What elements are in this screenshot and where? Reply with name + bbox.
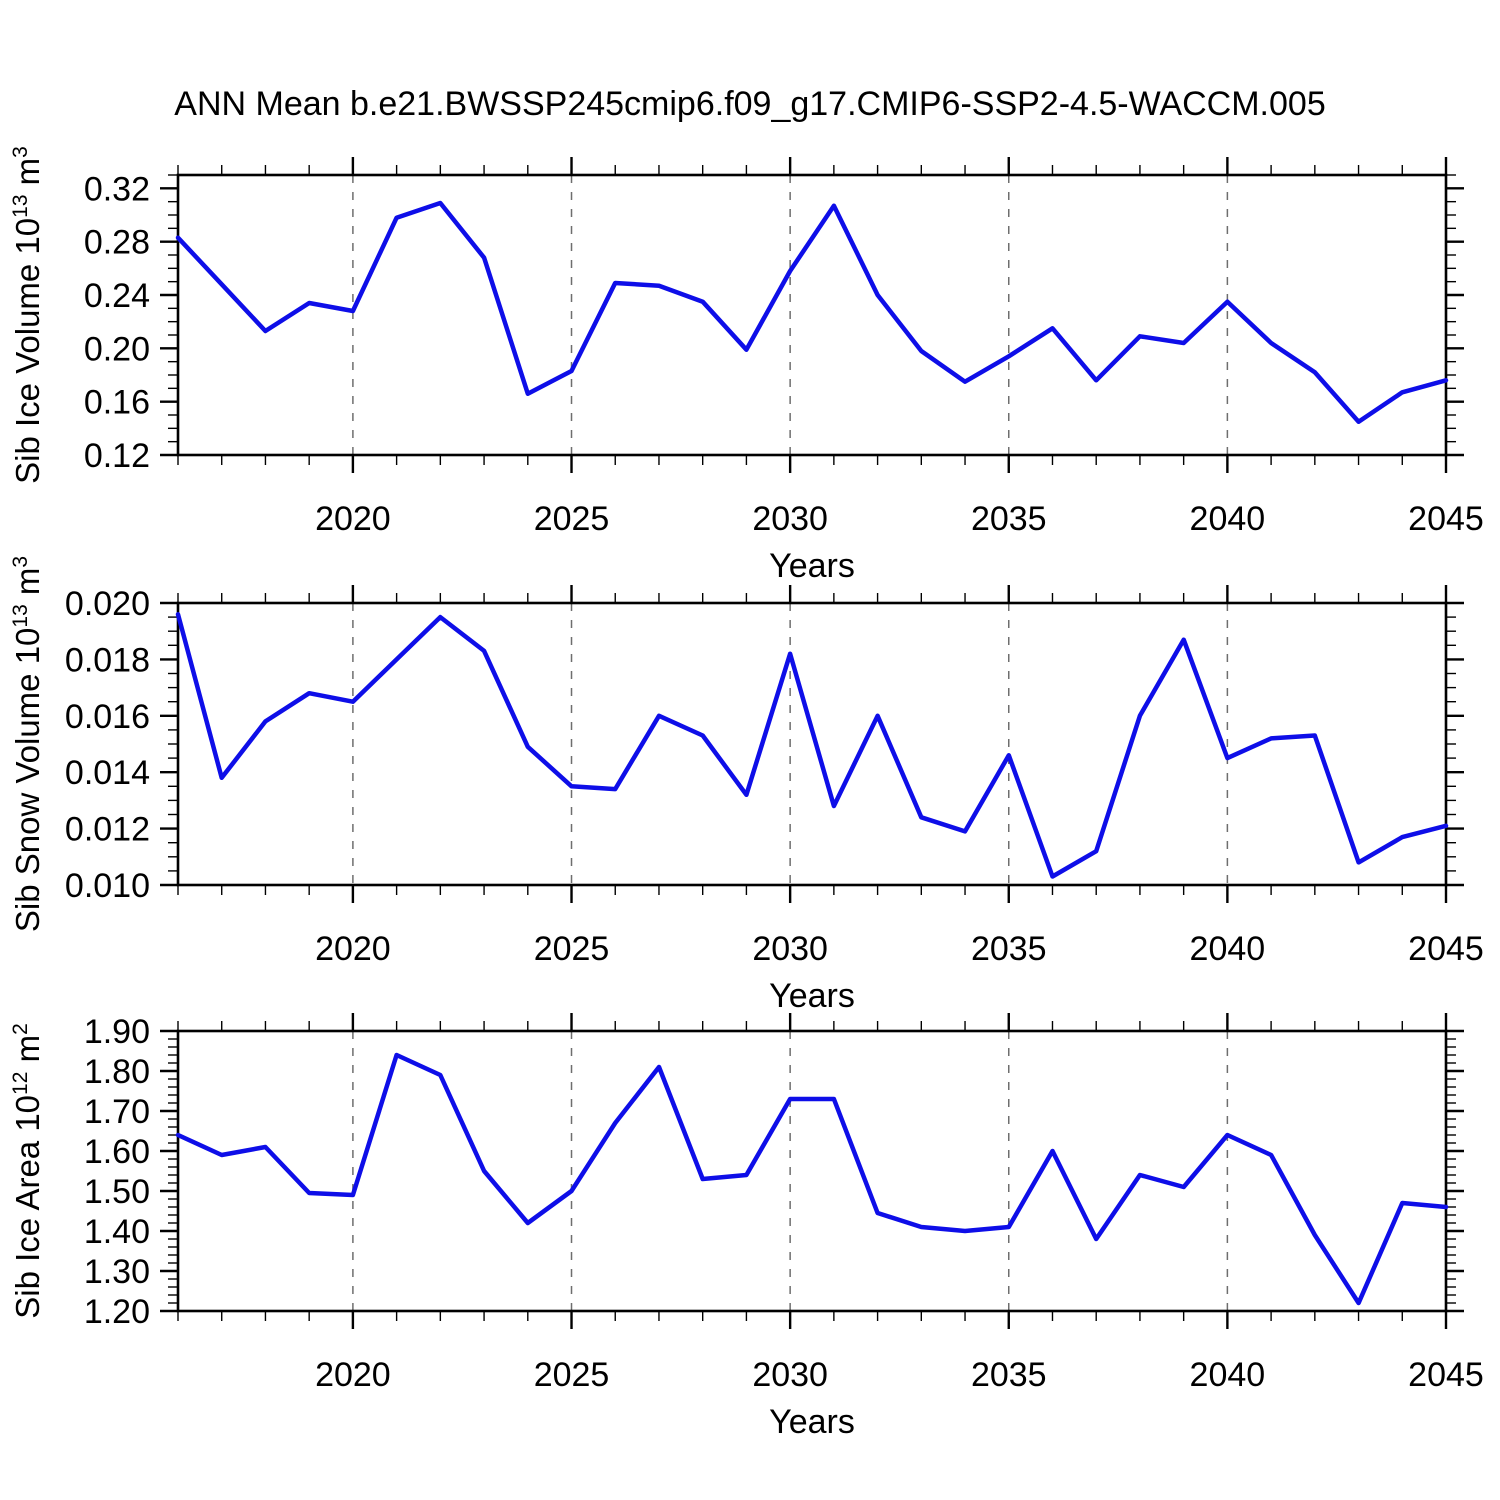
x-tick-label: 2045 <box>1408 930 1484 968</box>
x-tick-label: 2025 <box>534 1356 610 1394</box>
x-tick-label: 2030 <box>752 930 828 968</box>
x-axis-title: Years <box>769 977 855 1015</box>
x-tick-label: 2035 <box>971 1356 1047 1394</box>
y-tick-label: 0.010 <box>65 867 150 905</box>
x-tick-label: 2030 <box>752 500 828 538</box>
y-tick-label: 1.60 <box>84 1133 150 1171</box>
series-line-sib-snow-volume <box>175 612 1449 879</box>
y-tick-label: 0.24 <box>84 277 150 315</box>
y-axis-title-sib-snow-volume: Sib Snow Volume 1013 m3 <box>9 555 46 933</box>
x-tick-label: 2040 <box>1190 930 1266 968</box>
y-tick-label: 1.80 <box>84 1053 150 1091</box>
y-tick-label: 0.018 <box>65 641 150 679</box>
series-line-sib-ice-area <box>175 1052 1449 1306</box>
y-axis-title-sib-ice-area: Sib Ice Area 1012 m2 <box>9 1023 46 1319</box>
y-tick-label: 0.20 <box>84 330 150 368</box>
y-tick-label: 0.016 <box>65 698 150 736</box>
y-tick-label: 0.16 <box>84 384 150 422</box>
x-axis-title: Years <box>769 1403 855 1441</box>
y-tick-label: 1.20 <box>84 1293 150 1331</box>
series-line-sib-ice-volume <box>175 200 1449 424</box>
x-tick-label: 2035 <box>971 930 1047 968</box>
x-tick-label: 2030 <box>752 1356 828 1394</box>
y-tick-label: 1.50 <box>84 1173 150 1211</box>
x-tick-label: 2040 <box>1190 1356 1266 1394</box>
y-tick-label: 1.30 <box>84 1253 150 1291</box>
x-tick-label: 2025 <box>534 930 610 968</box>
x-tick-label: 2040 <box>1190 500 1266 538</box>
x-tick-label: 2045 <box>1408 1356 1484 1394</box>
x-tick-label: 2020 <box>315 1356 391 1394</box>
y-tick-label: 0.12 <box>84 437 150 475</box>
y-tick-label: 0.014 <box>65 754 150 792</box>
x-tick-label: 2035 <box>971 500 1047 538</box>
y-tick-label: 1.90 <box>84 1013 150 1051</box>
y-tick-label: 0.012 <box>65 811 150 849</box>
plot-border <box>176 173 1448 457</box>
x-tick-label: 2025 <box>534 500 610 538</box>
x-tick-label: 2020 <box>315 500 391 538</box>
x-tick-label: 2045 <box>1408 500 1484 538</box>
x-axis-title: Years <box>769 547 855 585</box>
plot-border <box>176 601 1448 887</box>
panel-sib-snow-volume: 2020 2025 2030 2035 2040 2045 0.010 0.012 0.014 0… <box>65 585 1484 1015</box>
y-tick-label: 0.28 <box>84 224 150 262</box>
y-tick-label: 1.40 <box>84 1213 150 1251</box>
panel-sib-ice-volume: 2020 2025 2030 2035 2040 2045 0.12 0.16 0.20 0.24… <box>84 157 1484 585</box>
plot-border <box>176 1029 1448 1313</box>
y-axis-title-sib-ice-volume: Sib Ice Volume 1013 m3 <box>9 146 46 484</box>
chart-title: ANN Mean b.e21.BWSSP245cmip6.f09_g17.CMI… <box>174 85 1326 123</box>
x-tick-label: 2020 <box>315 930 391 968</box>
y-tick-label: 0.32 <box>84 170 150 208</box>
y-tick-label: 1.70 <box>84 1093 150 1131</box>
panel-sib-ice-area: 2020 2025 2030 2035 2040 2045 1.201.301.401.50… <box>84 1013 1484 1441</box>
y-tick-label: 0.020 <box>65 585 150 623</box>
